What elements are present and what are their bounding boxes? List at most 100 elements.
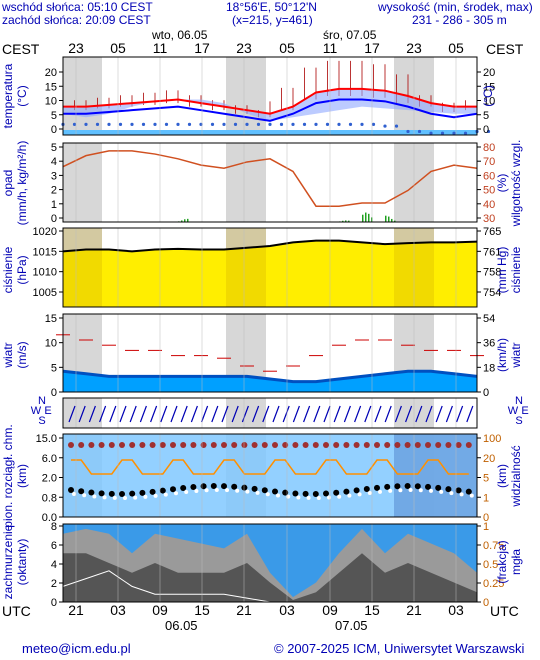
ceiling-lo-dot-20 xyxy=(276,493,280,498)
ceiling-lo-dot-5 xyxy=(123,495,127,500)
ceiling-lo-dot-28 xyxy=(357,492,362,497)
ceiling-lo-dot-25 xyxy=(327,495,331,500)
ceiling-dot-39 xyxy=(465,488,472,495)
visibility-dot-19 xyxy=(261,442,268,448)
wind-ltick-label-3: 0 xyxy=(51,387,57,399)
dewpoint-dot-3 xyxy=(130,122,134,126)
footer-email[interactable]: meteo@icm.edu.pl xyxy=(22,641,131,656)
pressure-rtick-label-0: 765 xyxy=(483,226,501,238)
ceiling-lo-dot-23 xyxy=(306,495,311,500)
day1-label: wto, 06.05 xyxy=(152,28,208,42)
wind-arrow-23 xyxy=(303,405,311,423)
ceiling-dot-19 xyxy=(261,487,268,494)
visibility-dot-39 xyxy=(465,442,472,448)
ceiling-lo-dot-33 xyxy=(408,488,413,493)
visibility-dot-23 xyxy=(302,442,309,448)
visibility-dot-16 xyxy=(231,442,238,448)
visibility-dot-12 xyxy=(190,442,197,448)
visibility-dot-36 xyxy=(435,442,442,448)
dewpoint-dot-b12 xyxy=(348,122,353,126)
cloud-ltick-label-4: 0 xyxy=(51,597,57,609)
cloud-ltick-label-3: 2 xyxy=(51,578,57,590)
ceiling-lo-dot-31 xyxy=(388,488,393,493)
ceiling-lo-dot-12 xyxy=(194,488,199,493)
temp-min-line xyxy=(63,98,478,122)
compass-right-N: N xyxy=(515,395,523,407)
visibility-dot-22 xyxy=(292,442,299,448)
footer-copyright: © 2007-2025 ICM, Uniwersytet Warszawski xyxy=(274,641,525,656)
ceiling-lo-dot-35 xyxy=(429,488,433,493)
bottom-hour-5: 03 xyxy=(279,602,295,618)
temp-rtick-label-0: 20 xyxy=(483,67,495,79)
ceiling-lo-dot-29 xyxy=(367,491,372,496)
ceiling-dot-13 xyxy=(200,483,207,490)
precip-rtick-label-2: 60 xyxy=(483,170,495,182)
precip-rtick-label-3: 50 xyxy=(483,185,495,197)
ceiling-dot-14 xyxy=(210,483,217,490)
ceiling-lo-dot-38 xyxy=(459,492,464,497)
temp-panel-night-1 xyxy=(226,57,266,135)
dewpoint-dot-17 xyxy=(452,131,456,135)
dewpoint-dot-b5 xyxy=(187,122,192,126)
dewpoint-dot-b8 xyxy=(256,122,261,126)
wind-arrow-14 xyxy=(211,405,219,423)
bottom-hour-8: 21 xyxy=(406,602,422,618)
temp-rtick-label-1: 15 xyxy=(483,81,495,93)
ceiling-dot-36 xyxy=(435,484,442,491)
wind-rtick-label-2: 18 xyxy=(483,362,495,374)
dewpoint-dot-12 xyxy=(337,122,341,126)
temp-ltick-label-0: 20 xyxy=(45,67,57,79)
ceiling-dot-25 xyxy=(323,490,329,497)
ceiling-lo-dot-0 xyxy=(72,492,76,496)
wind-arrow-1 xyxy=(78,405,86,423)
wind-arrow-30 xyxy=(374,405,382,423)
temp-zero-band xyxy=(63,130,477,135)
ceiling-lo-dot-2 xyxy=(92,494,97,499)
cloud-rtick-label-2: 0.5 xyxy=(483,559,498,571)
wind-rtick-label-0: 54 xyxy=(483,313,495,325)
temp-ltick-label-3: 5 xyxy=(51,110,57,122)
pressure-left-title: ciśnienie xyxy=(1,246,15,293)
ceiling-dot-24 xyxy=(312,490,319,497)
compass-right-S: S xyxy=(515,415,522,427)
wind-arrow-21 xyxy=(282,405,290,423)
visibility-panel-frame xyxy=(62,433,478,518)
wind-arrow-12 xyxy=(190,405,198,423)
cloud-rtick-label-1: 0.75 xyxy=(483,540,504,552)
ceiling-lo-dot-4 xyxy=(112,495,117,500)
ceiling-dot-10 xyxy=(170,486,176,493)
precip-bar-14-1 xyxy=(388,216,390,222)
cloud-rtick-label-3: 0.25 xyxy=(483,578,504,590)
precip-rtick-label-5: 30 xyxy=(483,213,495,225)
dewpoint-dot-b2 xyxy=(118,122,123,126)
temp-rtick-label-2: 10 xyxy=(483,96,495,108)
dewpoint-dot-b7 xyxy=(233,122,238,126)
pressure-right-unit: (mm Hg) xyxy=(495,247,509,294)
ceiling-dot-34 xyxy=(414,483,421,490)
precip-panel-frame xyxy=(62,142,478,223)
cloud-panel-frame xyxy=(62,523,478,603)
dewpoint-dot-16 xyxy=(429,131,433,135)
precip-rtick-label-0: 80 xyxy=(483,142,495,154)
visibility-right-unit: (km) xyxy=(495,464,509,488)
dewpoint-dot-7 xyxy=(222,122,226,126)
precip-ltick-label-4: 1 xyxy=(51,199,57,211)
direction-panel-frame xyxy=(62,397,478,429)
wind-arrow-17 xyxy=(241,405,249,423)
pressure-panel-frame xyxy=(62,227,478,308)
visibility-ltick-label-0: 15.0 xyxy=(36,433,57,445)
top-hour-3: 17 xyxy=(194,40,210,56)
dewpoint-dot-b11 xyxy=(325,122,330,126)
pressure-ltick-label-0: 1020 xyxy=(33,226,57,238)
cloud-right-unit: (frakcja) xyxy=(495,540,509,583)
visibility-dot-27 xyxy=(343,442,350,448)
visibility-rtick-label-4: 0 xyxy=(483,512,489,524)
precip-ltick-label-3: 2 xyxy=(51,185,57,197)
visibility-dot-11 xyxy=(180,442,187,448)
top-hour-0: 23 xyxy=(68,40,84,56)
precip-bar-5-1 xyxy=(181,220,183,222)
dewpoint-dot-b10 xyxy=(302,122,307,126)
wind-arrow-33 xyxy=(405,405,413,423)
humidity-line xyxy=(62,150,478,207)
